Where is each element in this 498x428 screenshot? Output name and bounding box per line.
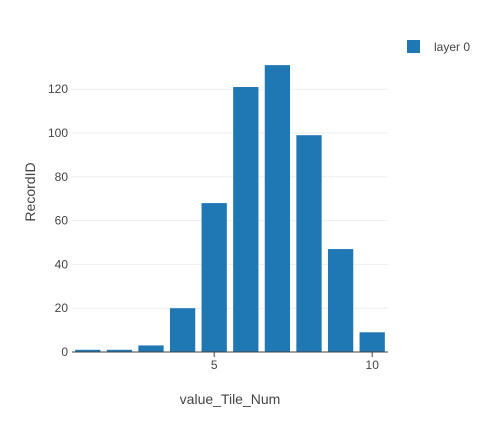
bar-9[interactable]	[327, 249, 354, 352]
x-tick-label: 5	[211, 358, 218, 372]
bars	[75, 65, 385, 353]
y-tick-label: 0	[61, 345, 68, 359]
bar-5[interactable]	[201, 203, 227, 352]
x-tick-label: 10	[366, 358, 380, 372]
legend[interactable]: layer 0	[407, 40, 470, 54]
legend-label: layer 0	[434, 40, 470, 54]
x-tick-labels: 5 10	[211, 358, 379, 372]
axes	[72, 351, 388, 357]
y-tick-label: 120	[48, 82, 68, 96]
y-tick-label: 80	[55, 170, 69, 184]
y-tick-label: 40	[55, 257, 69, 271]
bar-10[interactable]	[359, 332, 385, 352]
bar-3[interactable]	[138, 345, 164, 352]
bar-8[interactable]	[296, 135, 322, 352]
y-tick-label: 100	[48, 126, 68, 140]
legend-swatch	[407, 40, 420, 53]
x-axis-title: value_Tile_Num	[180, 391, 281, 407]
y-tick-label: 20	[55, 301, 69, 315]
bar-6[interactable]	[233, 87, 259, 353]
bar-7[interactable]	[264, 65, 291, 352]
bar-2[interactable]	[106, 349, 133, 352]
bar-4[interactable]	[169, 308, 196, 352]
y-axis-title: RecordID	[22, 162, 38, 221]
y-tick-label: 60	[55, 214, 69, 228]
y-tick-labels: 0 20 40 60 80 100 120	[48, 82, 68, 359]
bar-1[interactable]	[75, 349, 101, 352]
